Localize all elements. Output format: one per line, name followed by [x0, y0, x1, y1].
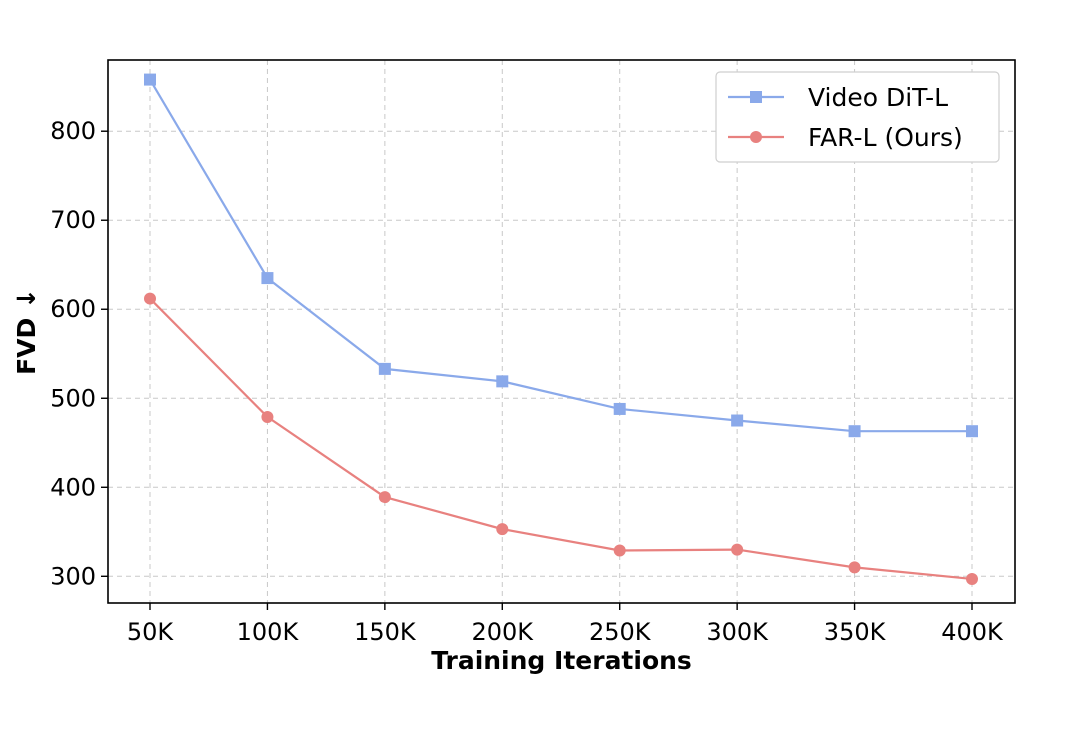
x-tick-label: 400K — [941, 618, 1004, 646]
data-point — [144, 292, 156, 305]
legend: Video DiT-L FAR-L (Ours) — [715, 71, 1000, 163]
series-line — [149, 79, 972, 433]
legend-label: FAR-L (Ours) — [808, 123, 963, 152]
data-point — [613, 402, 626, 415]
data-point — [261, 410, 274, 423]
y-tick-label: 500 — [50, 384, 96, 412]
y-tick-label: 400 — [50, 473, 96, 501]
data-point — [731, 543, 744, 556]
series-lines — [144, 73, 978, 585]
data-point — [731, 414, 744, 427]
y-tick-label: 300 — [50, 562, 96, 590]
data-point — [848, 425, 861, 438]
x-tick-label: 300K — [706, 618, 769, 646]
x-tick-label: 100K — [237, 618, 300, 646]
x-tick-label: 200K — [472, 618, 535, 646]
data-point — [378, 491, 391, 504]
legend-box — [715, 71, 1000, 163]
legend-marker — [750, 91, 762, 103]
data-point — [966, 572, 978, 585]
x-tick-label: 50K — [127, 618, 175, 646]
legend-marker — [750, 131, 762, 143]
series-video-dit-l — [144, 73, 978, 438]
x-tick-label: 250K — [589, 618, 652, 646]
data-point — [144, 73, 156, 86]
data-point — [613, 544, 626, 557]
legend-label: Video DiT-L — [808, 83, 948, 112]
data-point — [496, 375, 509, 388]
x-tick-label: 150K — [354, 618, 417, 646]
legend-entry: Video DiT-L — [728, 83, 948, 112]
y-tick-label: 600 — [50, 295, 96, 323]
y-axis-ticks: 300 400 500 600 700 800 — [50, 117, 108, 590]
y-tick-label: 700 — [50, 206, 96, 234]
y-axis-title: FVD ↓ — [12, 288, 41, 375]
plot-frame — [107, 59, 1016, 604]
data-point — [496, 523, 509, 536]
x-tick-label: 350K — [824, 618, 887, 646]
data-point — [378, 362, 391, 375]
series-line — [149, 297, 973, 581]
x-axis-ticks: 50K 100K 150K 200K 250K 300K 350K 400K — [127, 603, 1004, 646]
data-point — [261, 272, 274, 285]
legend-entry: FAR-L (Ours) — [728, 123, 963, 152]
y-tick-label: 800 — [50, 117, 96, 145]
data-point — [966, 425, 978, 438]
data-point — [848, 561, 861, 574]
series-far-l — [144, 292, 978, 585]
x-axis-title: Training Iterations — [431, 646, 692, 675]
